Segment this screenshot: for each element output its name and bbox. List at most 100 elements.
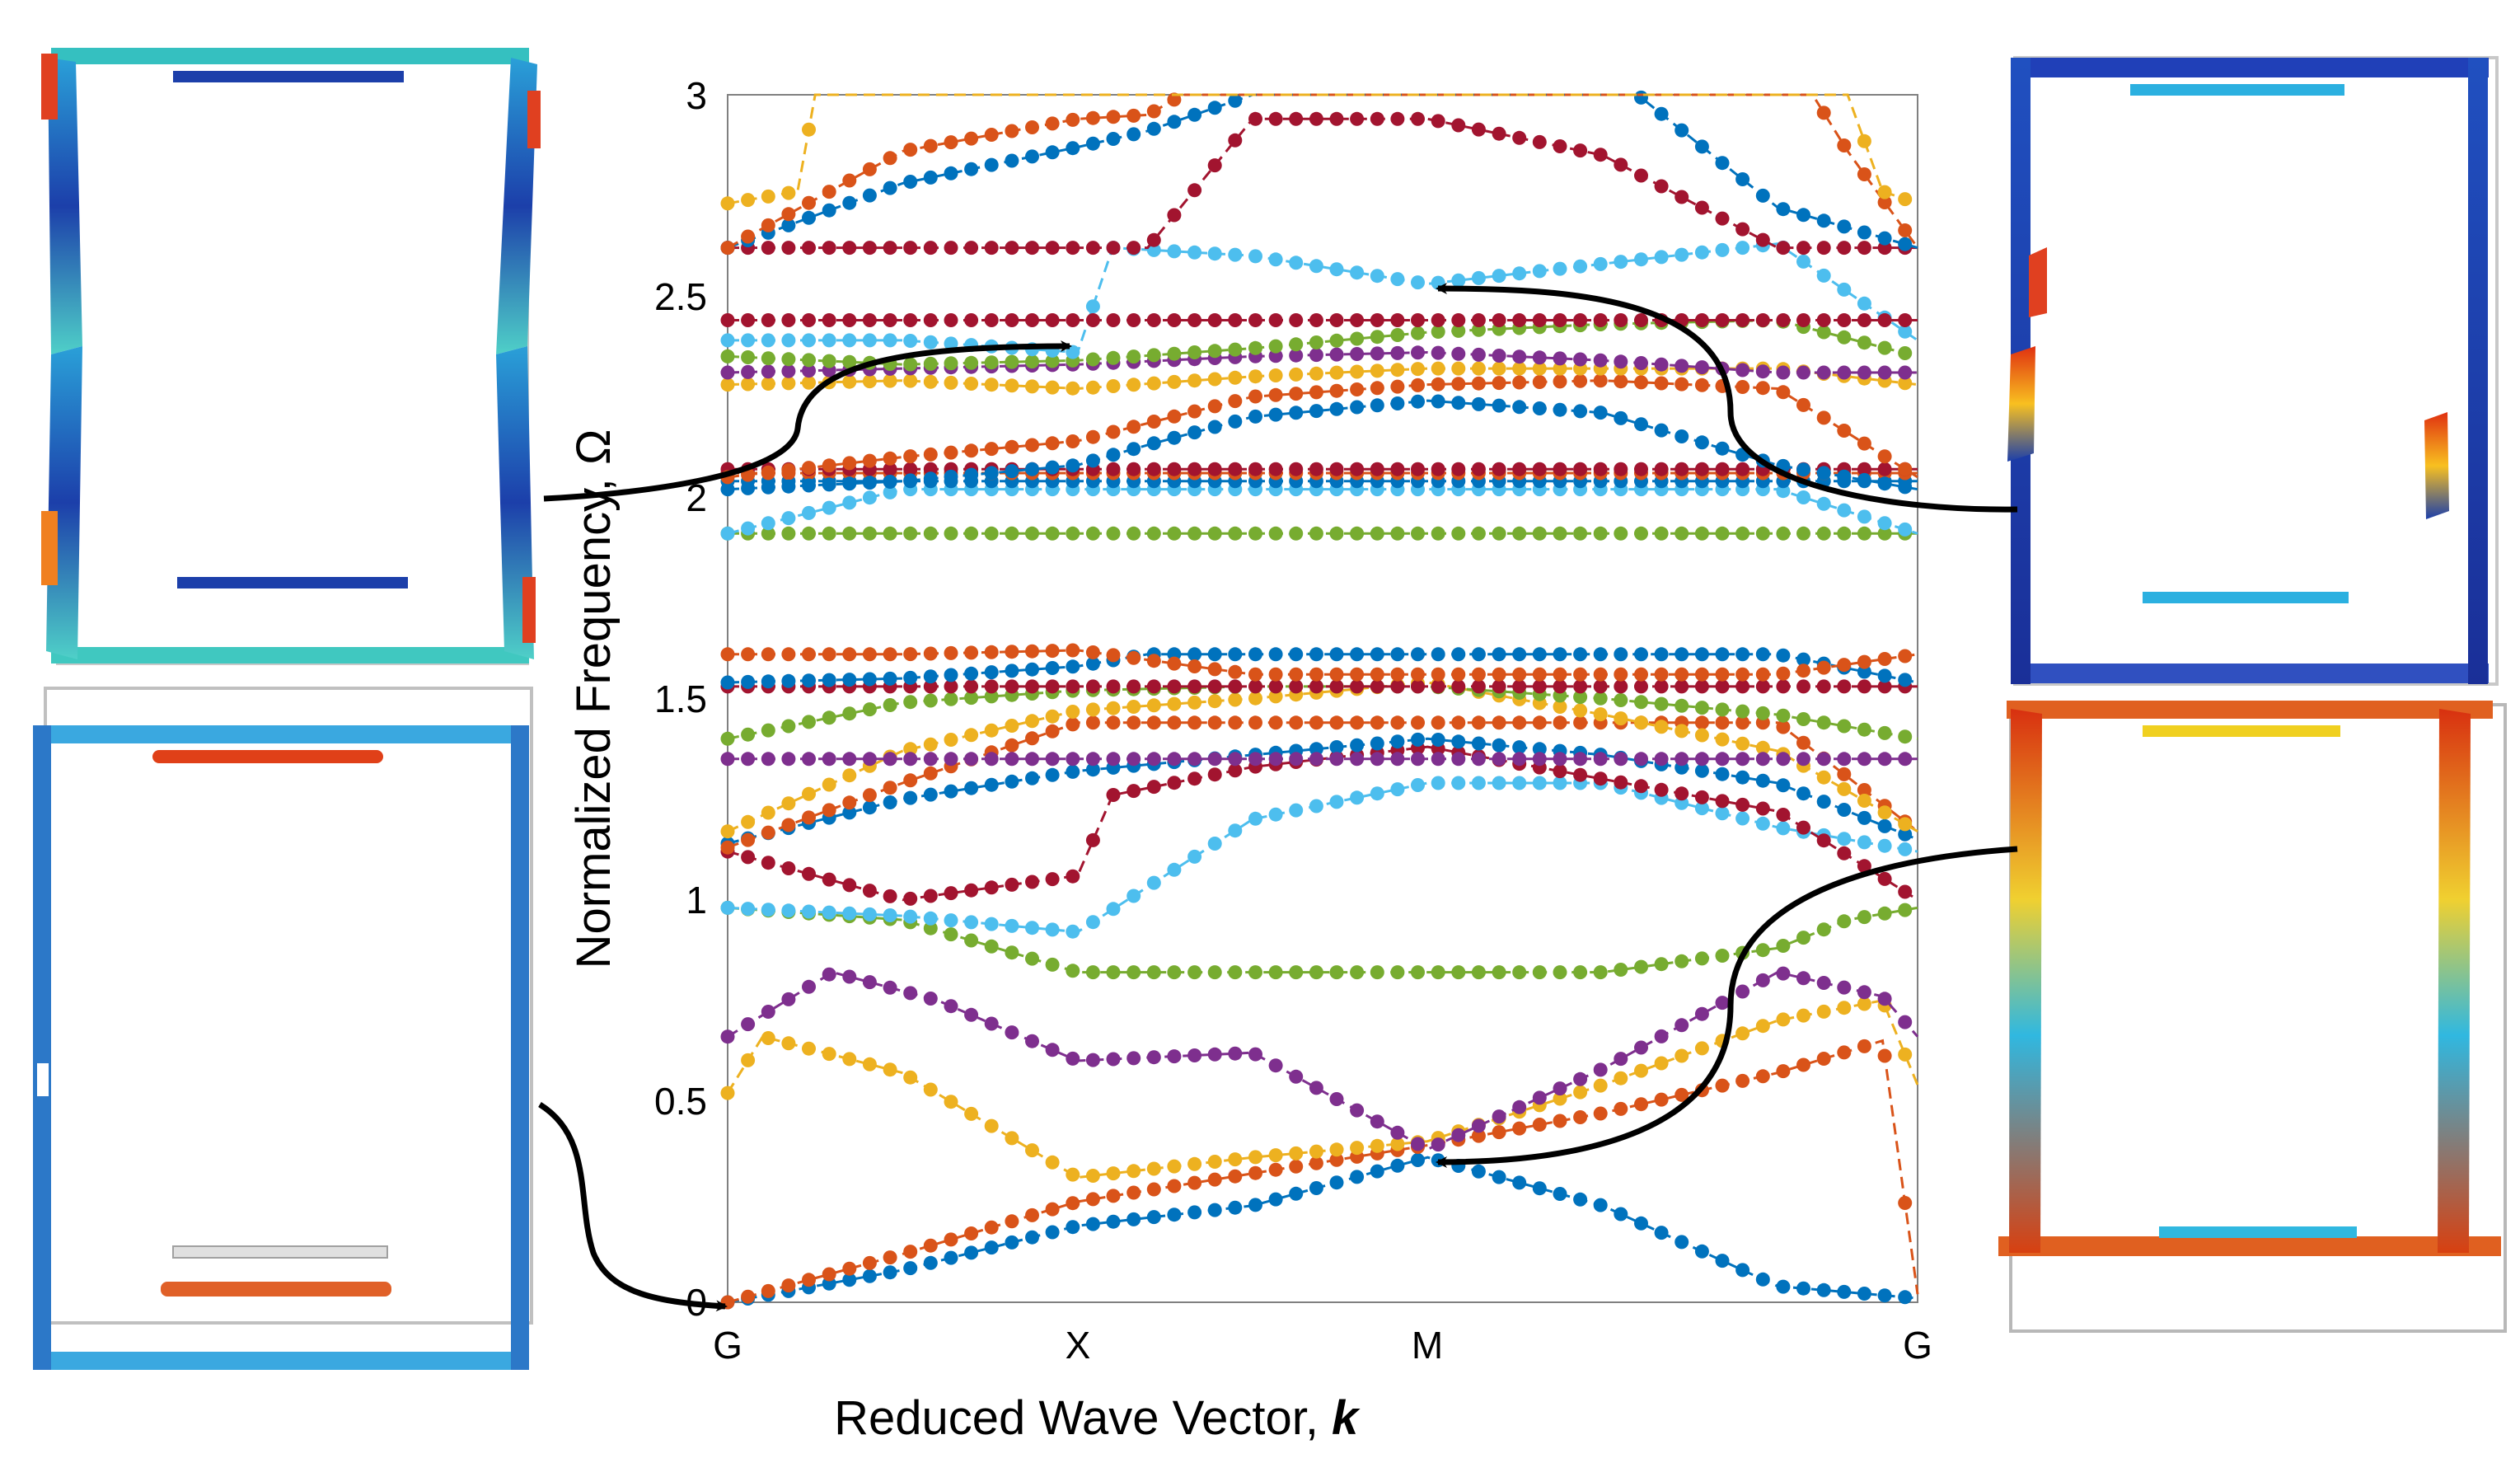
data-point	[1187, 462, 1202, 476]
data-point	[903, 334, 918, 348]
series-30	[720, 92, 1919, 256]
data-point	[1431, 313, 1445, 327]
data-point	[1471, 679, 1486, 694]
data-point	[903, 175, 918, 189]
data-point	[1248, 1165, 1262, 1180]
data-point	[964, 1245, 979, 1260]
data-point	[1471, 1164, 1486, 1179]
data-point	[1857, 752, 1871, 767]
data-point	[1289, 1186, 1304, 1201]
data-point	[1614, 1071, 1628, 1086]
data-point	[1187, 771, 1202, 786]
data-point	[1755, 364, 1770, 379]
data-point	[984, 777, 999, 792]
data-point	[1228, 462, 1243, 476]
data-point	[984, 1016, 999, 1031]
data-point	[944, 166, 958, 181]
data-point	[903, 462, 918, 476]
arrow-bottom-right	[1436, 846, 2018, 1168]
data-point	[1329, 679, 1344, 694]
data-point	[1877, 838, 1892, 853]
data-point	[923, 471, 938, 486]
data-point	[761, 218, 775, 232]
data-point	[1471, 462, 1486, 476]
y-axis-ticks: 0 0.5 1 1.5 2 2.5 3	[654, 74, 707, 1324]
data-point	[1268, 252, 1283, 267]
series-31	[720, 93, 1918, 211]
data-point	[944, 668, 958, 682]
data-point	[802, 333, 816, 348]
data-point	[1776, 708, 1791, 723]
arrow-top-right	[1436, 283, 2018, 513]
data-point	[1045, 679, 1060, 694]
data-point	[1573, 752, 1588, 767]
data-point	[964, 313, 979, 327]
data-point	[1857, 365, 1871, 380]
data-point	[1614, 354, 1628, 369]
data-point	[1837, 1001, 1852, 1015]
data-point	[1512, 1100, 1527, 1114]
data-point	[1268, 689, 1283, 704]
data-point	[1207, 1203, 1222, 1217]
data-point	[1877, 725, 1892, 740]
data-point	[1127, 679, 1141, 694]
data-point	[1816, 976, 1831, 990]
data-point	[944, 356, 958, 371]
data-point	[1329, 111, 1344, 126]
data-point	[1471, 1128, 1486, 1143]
data-point	[1309, 259, 1323, 274]
data-point	[1207, 837, 1222, 851]
data-point	[842, 673, 857, 687]
data-point	[1248, 811, 1262, 826]
data-point	[1005, 1235, 1019, 1250]
data-point	[741, 350, 756, 364]
data-point	[1614, 711, 1628, 726]
data-point	[1127, 127, 1141, 142]
data-point	[903, 1261, 918, 1276]
data-point	[1898, 817, 1913, 832]
data-point	[1776, 385, 1791, 400]
data-point	[1634, 1216, 1648, 1231]
data-point	[923, 1238, 938, 1253]
data-point	[1776, 666, 1791, 681]
data-point	[1207, 767, 1222, 782]
data-point	[862, 374, 877, 389]
data-point	[1350, 647, 1365, 662]
data-point	[903, 891, 918, 906]
data-point	[964, 752, 979, 767]
data-point	[984, 689, 999, 704]
data-point	[862, 752, 877, 767]
data-point	[1411, 1153, 1425, 1167]
data-point	[1350, 313, 1365, 327]
data-point	[1167, 965, 1182, 980]
data-point	[1532, 647, 1547, 662]
data-point	[903, 526, 918, 541]
data-point	[1066, 764, 1080, 779]
data-point	[1248, 409, 1262, 424]
data-point	[1877, 185, 1892, 199]
data-point	[842, 768, 857, 783]
data-point	[1146, 526, 1161, 541]
data-point	[1289, 752, 1304, 767]
data-point	[1776, 365, 1791, 380]
data-point	[720, 824, 735, 839]
data-point	[1146, 104, 1161, 119]
data-point	[923, 752, 938, 767]
data-point	[964, 883, 979, 898]
data-point	[1796, 735, 1810, 750]
data-point	[1085, 352, 1100, 367]
data-point	[923, 889, 938, 903]
data-point	[1431, 462, 1445, 476]
data-point	[1816, 410, 1831, 425]
data-point	[1573, 462, 1588, 476]
data-point	[1634, 1063, 1648, 1078]
data-point	[1005, 738, 1019, 753]
data-point	[1796, 241, 1810, 256]
data-point	[1025, 1207, 1039, 1222]
data-point	[1877, 449, 1892, 464]
data-point	[1857, 859, 1871, 874]
data-point	[822, 526, 836, 541]
data-point	[802, 904, 816, 919]
data-point	[1411, 362, 1425, 377]
data-point	[1857, 835, 1871, 850]
